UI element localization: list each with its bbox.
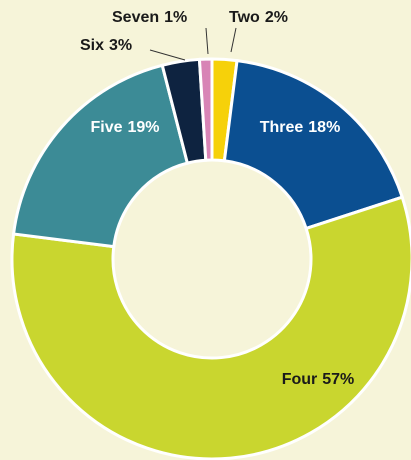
slice-label: Six 3% xyxy=(80,37,132,54)
slice-value: 18% xyxy=(308,119,340,136)
slice-name: Two xyxy=(229,9,260,26)
leader-line xyxy=(205,27,209,55)
slice-label: Five 19% xyxy=(90,119,159,136)
donut-slice xyxy=(10,195,411,460)
leader-line xyxy=(149,49,186,61)
slice-label: Four 57% xyxy=(282,371,355,388)
slice-label: Two 2% xyxy=(229,9,288,26)
slice-value: 19% xyxy=(127,119,159,136)
slice-label: Three 18% xyxy=(260,119,341,136)
slice-name: Four xyxy=(282,371,318,388)
donut-slice xyxy=(222,58,405,231)
donut-slice xyxy=(11,63,190,249)
slice-value: 3% xyxy=(109,37,132,54)
slice-label: Seven 1% xyxy=(112,9,187,26)
slice-name: Seven xyxy=(112,9,159,26)
slice-name: Three xyxy=(260,119,304,136)
slice-value: 1% xyxy=(164,9,187,26)
slice-value: 57% xyxy=(322,371,354,388)
slice-value: 2% xyxy=(265,9,288,26)
donut-slice xyxy=(197,57,214,162)
slice-name: Five xyxy=(90,119,122,136)
slice-name: Six xyxy=(80,37,104,54)
leader-line xyxy=(230,27,237,53)
